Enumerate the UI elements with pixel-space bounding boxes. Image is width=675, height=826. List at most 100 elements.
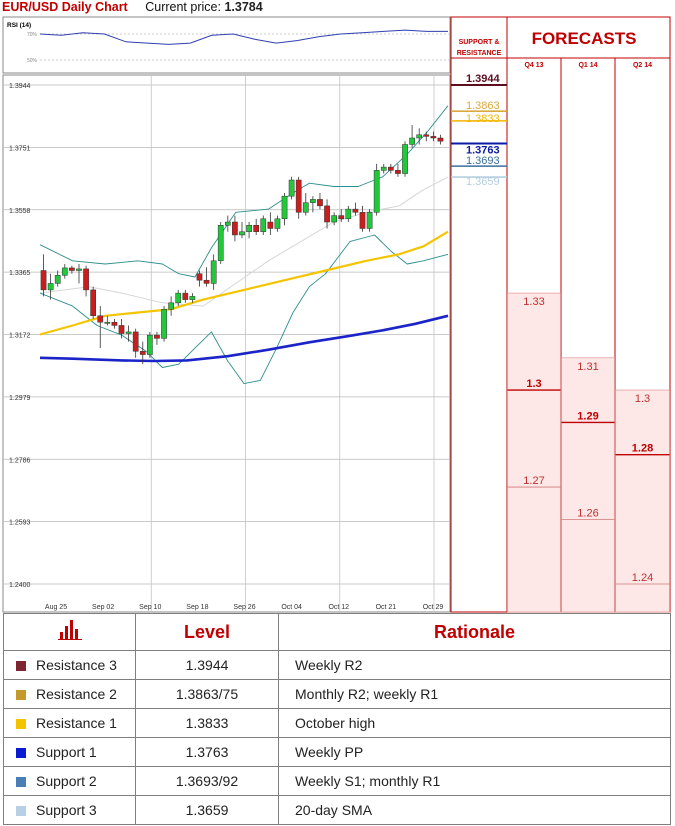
candle-body xyxy=(132,331,139,352)
forecast-high-label: 1.33 xyxy=(523,296,544,308)
x-tick-label: Sep 26 xyxy=(233,604,255,611)
sma20-line xyxy=(39,176,449,307)
candle-body xyxy=(210,260,217,284)
candle-body xyxy=(395,170,401,174)
candle-body xyxy=(69,267,75,271)
y-tick-label: 1.3365 xyxy=(9,270,31,277)
price-label: Current price: xyxy=(145,0,221,14)
candle-body xyxy=(147,334,153,355)
level-color-swatch xyxy=(16,748,26,758)
level-value-cell: 1.3693/92 xyxy=(135,766,279,796)
level-name-cell: Resistance 1 xyxy=(3,708,136,738)
candle-body xyxy=(260,218,267,232)
forecast-high-label: 1.31 xyxy=(577,361,598,373)
rsi-line xyxy=(39,29,448,45)
x-tick-label: Sep 10 xyxy=(139,604,161,611)
sr-level-label: 1.3763 xyxy=(466,144,500,156)
level-value-cell: 1.3863/75 xyxy=(135,679,279,709)
candle-body xyxy=(373,170,380,213)
y-tick-label: 1.3751 xyxy=(9,145,31,152)
candle-body xyxy=(118,325,125,334)
candle-body xyxy=(387,166,394,171)
sr-level-label: 1.3833 xyxy=(466,113,500,125)
x-tick-label: Sep 02 xyxy=(92,604,114,611)
candle-body xyxy=(409,137,415,145)
level-color-swatch xyxy=(16,690,26,700)
candle-body xyxy=(366,212,373,229)
candle-body xyxy=(182,292,189,300)
candle-body xyxy=(352,208,359,213)
table-icon-cell xyxy=(3,613,136,651)
level-name: Resistance 2 xyxy=(36,686,117,702)
table-row: Resistance 1 1.3833 October high xyxy=(3,708,671,738)
candle-body xyxy=(380,166,387,171)
candle-body xyxy=(324,205,330,223)
level-value-cell: 1.3944 xyxy=(135,650,279,680)
candle-body xyxy=(310,199,316,203)
table-row: Support 2 1.3693/92 Weekly S1; monthly R1 xyxy=(3,766,671,796)
rsi-panel-frame xyxy=(2,16,451,74)
x-tick-label: Aug 25 xyxy=(45,604,67,611)
forecast-mid-label: 1.29 xyxy=(577,410,598,422)
forecast-mid-label: 1.3 xyxy=(526,378,541,390)
candle-body xyxy=(217,225,224,262)
chart-title: EUR/USD Daily Chart xyxy=(2,0,128,14)
candle-body xyxy=(281,195,288,220)
forecast-col-label: Q4 13 xyxy=(524,62,543,69)
candle-body xyxy=(423,134,430,137)
sma-fast-line xyxy=(39,230,449,336)
candle-body xyxy=(331,215,337,223)
table-row: Support 3 1.3659 20-day SMA xyxy=(3,795,671,825)
candle-body xyxy=(302,202,309,213)
level-name: Resistance 3 xyxy=(36,657,117,673)
rationale-cell: Monthly R2; weekly R1 xyxy=(278,679,671,709)
level-color-swatch xyxy=(16,777,26,787)
level-value-cell: 1.3763 xyxy=(135,737,279,767)
candle-body xyxy=(47,283,54,291)
bollinger-upper-line xyxy=(39,105,449,278)
candle-body xyxy=(402,144,408,174)
candle-body xyxy=(239,231,245,236)
level-name: Support 2 xyxy=(36,773,97,789)
bar-chart-icon xyxy=(57,619,82,640)
candle-body xyxy=(40,270,47,291)
candle-body xyxy=(154,334,160,339)
candle-body xyxy=(83,268,89,291)
rationale-cell: Weekly R2 xyxy=(278,650,671,680)
rsi-tick-label: 50% xyxy=(27,58,38,64)
y-tick-label: 1.2400 xyxy=(9,582,31,589)
candle-body xyxy=(437,137,444,142)
candle-body xyxy=(139,351,146,355)
forecast-low-label: 1.24 xyxy=(632,572,653,584)
chart-header: EUR/USD Daily Chart Current price: 1.378… xyxy=(2,0,263,16)
level-name-cell: Support 3 xyxy=(3,795,136,825)
y-tick-label: 1.2593 xyxy=(9,520,31,527)
candle-body xyxy=(76,268,82,271)
candle-body xyxy=(54,275,61,284)
forecast-low-label: 1.26 xyxy=(577,507,598,519)
level-name-cell: Support 1 xyxy=(3,737,136,767)
candle-body xyxy=(196,273,203,281)
sr-panel-frame xyxy=(450,16,508,613)
rsi-title: RSI (14) xyxy=(7,22,31,29)
level-name: Support 3 xyxy=(36,802,97,818)
price-panel-frame xyxy=(2,74,451,613)
candle-body xyxy=(267,221,274,229)
candle-body xyxy=(168,302,174,310)
level-name-cell: Resistance 2 xyxy=(3,679,136,709)
candle-body xyxy=(430,136,437,139)
forecast-mid-label: 1.28 xyxy=(632,443,653,455)
candle-body xyxy=(161,309,167,339)
x-tick-label: Oct 21 xyxy=(376,604,397,611)
candle-body xyxy=(203,279,210,284)
x-tick-label: Oct 12 xyxy=(328,604,349,611)
level-color-swatch xyxy=(16,719,26,729)
rationale-cell: 20-day SMA xyxy=(278,795,671,825)
candle-body xyxy=(317,199,323,207)
candle-body xyxy=(288,179,295,197)
candle-body xyxy=(104,321,111,324)
rsi-tick-label: 70% xyxy=(27,32,38,38)
forecast-col-label: Q1 14 xyxy=(578,62,597,69)
candle-body xyxy=(359,212,366,229)
candle-body xyxy=(232,221,238,236)
